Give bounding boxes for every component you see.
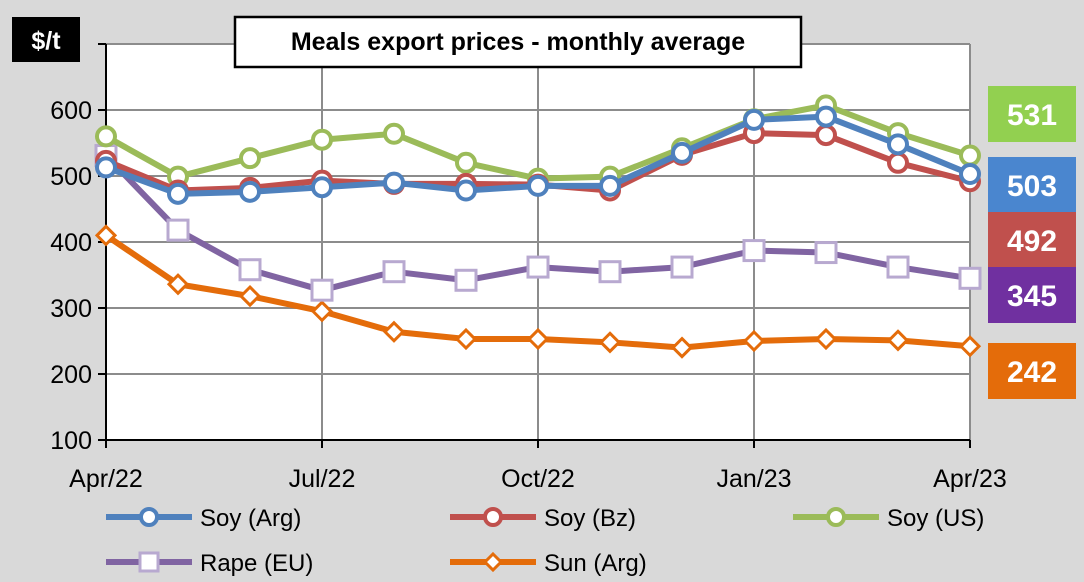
end-badge-value-soy-bz: 492 bbox=[1007, 225, 1057, 258]
data-point-soy-arg bbox=[743, 108, 765, 131]
data-point-sun-arg bbox=[598, 331, 622, 354]
end-badge-value-sun-arg: 242 bbox=[1007, 356, 1057, 389]
legend-swatch-marker bbox=[482, 551, 504, 573]
legend-item-sun-arg: Sun (Arg) bbox=[450, 550, 647, 577]
data-point-sun-arg bbox=[454, 327, 478, 351]
data-point-sun-arg bbox=[526, 327, 550, 351]
end-badge-soy-us bbox=[988, 86, 1076, 142]
data-point-rape-eu bbox=[454, 268, 478, 292]
data-point-soy-bz bbox=[887, 151, 909, 174]
end-badge-rape-eu bbox=[988, 267, 1076, 323]
y-tick-label: 300 bbox=[50, 295, 92, 323]
data-point-soy-bz bbox=[815, 124, 837, 147]
chart-title-box bbox=[233, 15, 803, 69]
legend-swatch-marker bbox=[483, 507, 503, 527]
chart-title: Meals export prices - monthly average bbox=[291, 28, 745, 56]
legend: Soy (Arg) Soy (Bz) Soy (US) Rape (EU) Sun (A… bbox=[106, 505, 984, 577]
x-tick-label: Apr/23 bbox=[933, 465, 1007, 493]
y-tick-label: 100 bbox=[50, 427, 92, 455]
x-tick-label: Jan/23 bbox=[716, 465, 791, 493]
data-point-soy-arg bbox=[239, 180, 261, 203]
data-point-soy-arg bbox=[527, 174, 549, 197]
y-tick-label: 500 bbox=[50, 163, 92, 191]
data-point-soy-us bbox=[959, 144, 981, 167]
data-point-soy-arg bbox=[311, 176, 333, 199]
x-tick-labels: Apr/22 Jul/22 Oct/22 Jan/23 Apr/23 bbox=[69, 465, 1007, 493]
data-point-soy-arg bbox=[455, 179, 477, 202]
end-badge-soy-arg bbox=[988, 157, 1076, 213]
data-point-rape-eu bbox=[742, 239, 766, 263]
data-point-soy-us bbox=[95, 125, 117, 148]
end-badge-value-soy-us: 531 bbox=[1007, 99, 1057, 132]
legend-swatch-marker bbox=[138, 551, 160, 573]
x-tick-label: Apr/22 bbox=[69, 465, 143, 493]
data-point-sun-arg bbox=[742, 329, 766, 353]
data-point-rape-eu bbox=[310, 278, 334, 302]
data-point-rape-eu bbox=[670, 255, 694, 279]
data-point-soy-arg bbox=[887, 133, 909, 156]
data-point-rape-eu bbox=[382, 260, 406, 284]
y-tick-labels: 100 200 300 400 500 600 bbox=[50, 97, 92, 455]
legend-label: Soy (Arg) bbox=[200, 505, 301, 532]
data-point-sun-arg bbox=[886, 329, 910, 352]
data-point-sun-arg bbox=[670, 336, 694, 359]
data-point-soy-arg bbox=[95, 156, 117, 179]
legend-label: Sun (Arg) bbox=[544, 550, 647, 577]
data-point-rape-eu bbox=[814, 241, 838, 265]
data-point-soy-arg bbox=[815, 105, 837, 128]
series-sun-arg bbox=[94, 224, 982, 359]
y-tick-label: 600 bbox=[50, 97, 92, 125]
legend-item-soy-arg: Soy (Arg) bbox=[106, 505, 301, 532]
data-point-soy-arg bbox=[167, 182, 189, 205]
legend-swatch-marker bbox=[826, 507, 846, 527]
end-value-badges: 503 492 531 345 242 bbox=[988, 86, 1076, 399]
x-tick-label: Jul/22 bbox=[289, 465, 356, 493]
legend-item-soy-us: Soy (US) bbox=[793, 505, 984, 532]
x-tick-label: Oct/22 bbox=[501, 465, 575, 493]
data-point-sun-arg bbox=[814, 327, 838, 351]
data-point-soy-us bbox=[455, 151, 477, 174]
data-point-soy-us bbox=[383, 122, 405, 145]
end-badge-value-soy-arg: 503 bbox=[1007, 170, 1057, 203]
data-point-sun-arg bbox=[166, 273, 190, 296]
data-point-sun-arg bbox=[958, 335, 982, 358]
legend-item-soy-bz: Soy (Bz) bbox=[450, 505, 636, 532]
end-badge-sun-arg bbox=[988, 343, 1076, 399]
y-axis-unit-label: $/t bbox=[31, 27, 61, 55]
data-point-soy-arg bbox=[959, 163, 981, 186]
data-point-rape-eu bbox=[526, 255, 550, 279]
data-point-rape-eu bbox=[166, 218, 190, 242]
series-lines bbox=[94, 94, 982, 359]
series-soy-arg bbox=[95, 105, 981, 205]
data-point-soy-us bbox=[311, 128, 333, 151]
end-badge-soy-bz bbox=[988, 212, 1076, 268]
y-tick-label: 200 bbox=[50, 361, 92, 389]
data-point-sun-arg bbox=[310, 300, 334, 323]
data-point-rape-eu bbox=[886, 255, 910, 279]
legend-label: Rape (EU) bbox=[200, 550, 313, 577]
data-point-sun-arg bbox=[382, 320, 406, 343]
data-point-sun-arg bbox=[238, 284, 262, 308]
legend-label: Soy (Bz) bbox=[544, 505, 636, 532]
y-tick-label: 400 bbox=[50, 229, 92, 257]
data-point-soy-arg bbox=[599, 174, 621, 197]
data-point-soy-arg bbox=[671, 141, 693, 164]
data-point-soy-us bbox=[239, 147, 261, 170]
data-point-soy-arg bbox=[383, 171, 405, 194]
legend-label: Soy (US) bbox=[887, 505, 984, 532]
data-point-rape-eu bbox=[958, 266, 982, 290]
legend-item-rape-eu: Rape (EU) bbox=[106, 550, 313, 577]
data-point-sun-arg bbox=[94, 224, 118, 247]
unit-label-box bbox=[12, 17, 80, 62]
legend-swatch-marker bbox=[139, 507, 159, 527]
data-point-rape-eu bbox=[238, 258, 262, 282]
data-point-rape-eu bbox=[598, 260, 622, 284]
end-badge-value-rape-eu: 345 bbox=[1007, 280, 1057, 313]
